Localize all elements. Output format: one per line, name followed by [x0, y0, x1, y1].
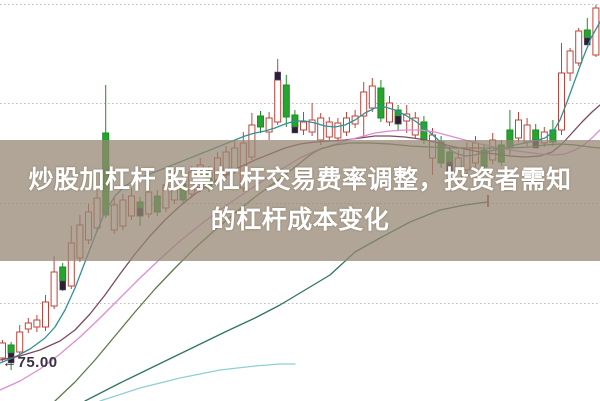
ma-long-lightcyan	[99, 363, 296, 401]
headline-line-1: 炒股加杠杆 股票杠杆交易费率调整，投资者需知	[28, 165, 572, 194]
price-label: ←75.00	[2, 354, 58, 371]
headline-overlay: 炒股加杠杆 股票杠杆交易费率调整，投资者需知 的杠杆成本变化	[0, 140, 600, 261]
headline-line-2: 的杠杆成本变化	[210, 206, 390, 234]
